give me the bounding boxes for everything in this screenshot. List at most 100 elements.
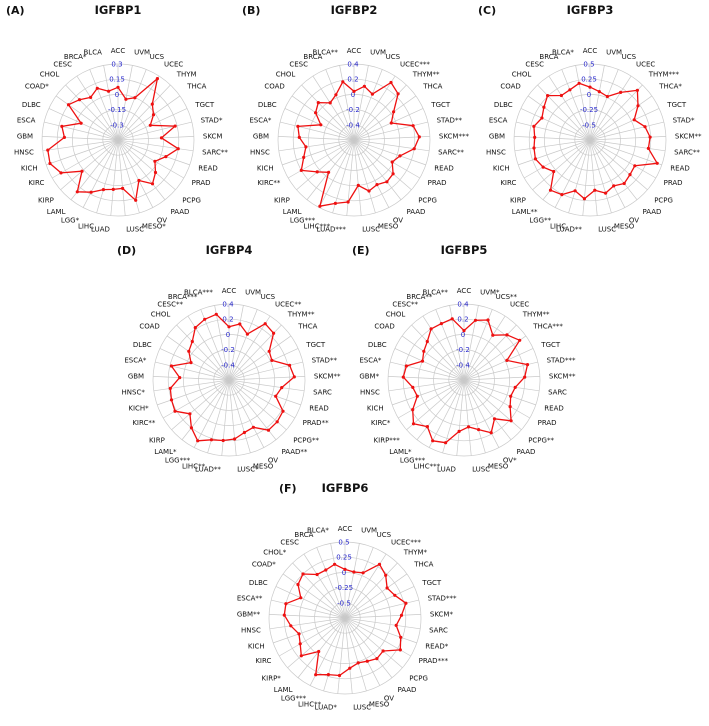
data-point bbox=[398, 648, 402, 652]
data-point bbox=[281, 409, 285, 413]
data-point bbox=[356, 183, 360, 187]
axis-label: COAD bbox=[374, 323, 394, 331]
data-series-line bbox=[533, 82, 658, 200]
axis-label: COAD bbox=[500, 83, 520, 91]
axis-label: UVM bbox=[370, 49, 386, 57]
axis-label: LGG*** bbox=[281, 695, 307, 703]
axis-label: ESCA* bbox=[124, 357, 147, 365]
axis-label: TGCT bbox=[540, 341, 561, 349]
data-point bbox=[299, 168, 303, 172]
data-point bbox=[489, 431, 493, 435]
data-point bbox=[150, 102, 154, 106]
radar-chart-igfbp5: ACC UVM*UCS**UCEC THYM** THCA*** TGCT STAD***… bbox=[359, 287, 576, 474]
data-point bbox=[299, 596, 303, 600]
axis-label: STAD** bbox=[312, 357, 338, 365]
data-point bbox=[89, 190, 93, 194]
axis-label: UCS bbox=[261, 293, 276, 301]
data-point bbox=[317, 649, 321, 654]
axis-label: THYM*** bbox=[648, 71, 680, 79]
axis-label: LUAD bbox=[91, 226, 110, 234]
data-point bbox=[318, 204, 322, 208]
axis-label: UCS** bbox=[496, 293, 518, 301]
axis-label: CESC bbox=[289, 61, 308, 69]
axis-label: ACC bbox=[222, 287, 237, 295]
data-point bbox=[196, 439, 200, 443]
axis-label: SARC bbox=[429, 627, 448, 635]
data-point bbox=[95, 86, 99, 90]
data-point bbox=[189, 361, 193, 365]
axis-label: DLBC bbox=[249, 579, 268, 587]
radial-tick-label: 0.3 bbox=[111, 61, 122, 69]
data-point bbox=[396, 92, 400, 96]
data-point bbox=[59, 171, 63, 175]
data-point bbox=[79, 121, 83, 125]
axis-label: UCS bbox=[386, 53, 401, 61]
data-point bbox=[370, 92, 374, 96]
data-point bbox=[267, 349, 271, 353]
radial-tick-label: -0.2 bbox=[221, 346, 235, 354]
data-series-line bbox=[297, 81, 420, 207]
axis-label: SARC** bbox=[202, 149, 228, 157]
data-point bbox=[377, 562, 382, 566]
data-point bbox=[203, 317, 207, 321]
axis-label: BRCA** bbox=[406, 293, 432, 301]
axis-label: CESC** bbox=[392, 301, 418, 309]
radial-tick-label: 0 bbox=[226, 331, 230, 339]
data-point bbox=[178, 376, 182, 380]
axis-label: LUAD** bbox=[195, 466, 221, 474]
data-point bbox=[546, 94, 550, 98]
axis-label: GBM* bbox=[359, 373, 379, 381]
axis-label: UCS bbox=[622, 53, 637, 61]
data-point bbox=[429, 327, 433, 331]
radial-tick-label: 0.25 bbox=[581, 76, 597, 84]
axis-label: ACC bbox=[347, 47, 362, 55]
axis-label: UVM bbox=[245, 289, 261, 297]
data-point bbox=[169, 398, 174, 402]
data-point bbox=[266, 428, 271, 432]
data-point bbox=[635, 88, 639, 92]
data-point bbox=[389, 80, 393, 85]
data-point bbox=[411, 385, 415, 389]
axis-label: READ bbox=[670, 164, 689, 172]
radial-tick-label: 0.2 bbox=[222, 316, 233, 324]
axis-label: ESCA** bbox=[237, 595, 263, 603]
axis-label: HNSC* bbox=[122, 389, 146, 397]
data-point bbox=[505, 358, 509, 362]
data-point bbox=[62, 135, 66, 139]
data-point bbox=[636, 104, 640, 108]
axis-label: BLCA*** bbox=[184, 289, 213, 297]
data-point bbox=[412, 147, 416, 151]
data-point bbox=[425, 339, 429, 344]
axis-label: THCA bbox=[297, 323, 317, 331]
data-point bbox=[275, 420, 279, 424]
chart-title-igfbp6: IGFBP6 bbox=[321, 481, 369, 495]
axis-label: THYM** bbox=[412, 71, 440, 79]
data-point bbox=[415, 394, 419, 398]
data-point bbox=[361, 571, 365, 575]
data-point bbox=[77, 98, 82, 102]
data-point bbox=[242, 430, 246, 435]
axis-label: LIHC*** bbox=[413, 463, 440, 471]
data-point bbox=[622, 181, 626, 186]
data-point bbox=[297, 135, 301, 139]
axis-label: CHOL bbox=[276, 71, 296, 79]
axis-label: PCPG** bbox=[293, 437, 319, 445]
data-point bbox=[628, 173, 632, 177]
data-point bbox=[333, 201, 337, 205]
axis-label: SKCM** bbox=[549, 373, 576, 381]
axis-label: SARC bbox=[548, 389, 567, 397]
axis-label: COAD* bbox=[252, 561, 276, 569]
data-point bbox=[296, 582, 300, 587]
data-point bbox=[375, 657, 379, 661]
radial-tick-label: -0.15 bbox=[108, 106, 126, 114]
data-point bbox=[648, 135, 652, 139]
data-point bbox=[389, 121, 393, 125]
axis-label: KICH* bbox=[128, 404, 149, 412]
data-point bbox=[274, 394, 278, 398]
data-point bbox=[333, 562, 337, 566]
data-point bbox=[314, 673, 318, 677]
axis-label: KIRP bbox=[38, 197, 54, 205]
data-point bbox=[646, 146, 650, 150]
